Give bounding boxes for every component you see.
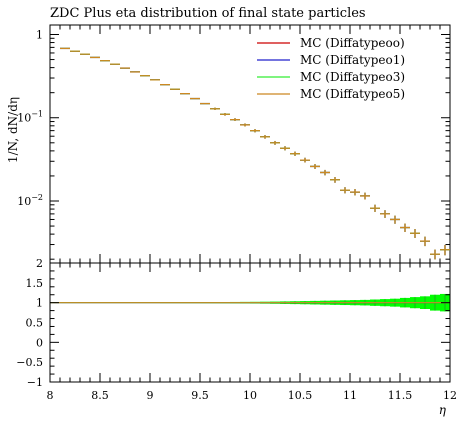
legend: MC (Diffatypeoo) MC (Diffatypeo1) MC (Diff…	[257, 36, 405, 101]
y-tick-label: 10−1	[17, 110, 43, 125]
x-tick-label: 8	[47, 389, 54, 402]
x-tick-label: 8.5	[91, 389, 109, 402]
x-tick-label: 11.5	[388, 389, 413, 402]
y-tick-label: 1	[36, 28, 43, 41]
ratio-y-tick-label: 1.5	[26, 277, 44, 290]
ratio-y-tick-label: 2	[36, 257, 43, 270]
y-axis-label: 1/N, dN/dη	[6, 97, 20, 163]
chart-title: ZDC Plus eta distribution of final state…	[50, 6, 366, 21]
main-axis-ticks: 1 10−1 10−2	[17, 25, 451, 263]
x-axis-label: η	[439, 403, 447, 417]
legend-label: MC (Diffatypeoo)	[300, 36, 405, 50]
legend-label: MC (Diffatypeo1)	[300, 53, 405, 67]
ratio-y-tick-label: 0	[36, 336, 43, 349]
x-tick-label: 10	[243, 389, 257, 402]
ratio-y-tick-label: 1	[36, 297, 43, 310]
ratio-y-tick-label: −1	[27, 376, 43, 389]
x-tick-label: 9.5	[191, 389, 209, 402]
histogram-marks	[60, 47, 450, 260]
x-tick-label: 10.5	[288, 389, 313, 402]
ratio-plot-frame	[49, 262, 451, 383]
x-tick-label: 12	[443, 389, 457, 402]
legend-label: MC (Diffatypeo3)	[300, 70, 405, 84]
ratio-axis-ticks: 21.510.50−0.5−18 8.5 9 9.5 10 10.5 11 11.5 12	[16, 257, 457, 402]
ratio-band	[50, 293, 450, 312]
ratio-y-tick-label: −0.5	[16, 356, 43, 369]
ratio-y-tick-label: 0.5	[26, 317, 44, 330]
y-tick-label: 10−2	[17, 193, 43, 208]
x-tick-label: 11	[343, 389, 357, 402]
x-tick-label: 9	[147, 389, 154, 402]
legend-label: MC (Diffatypeo5)	[300, 87, 405, 101]
